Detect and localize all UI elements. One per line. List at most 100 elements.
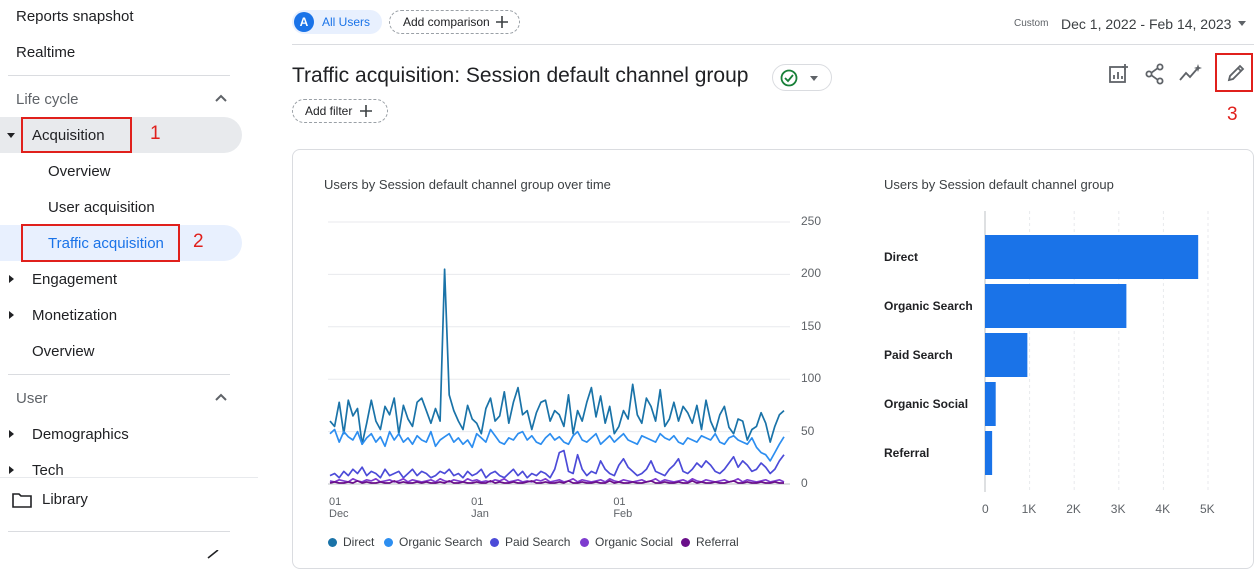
share-icon[interactable]	[1144, 63, 1166, 85]
sidebar: Reports snapshot Realtime Life cycle Acq…	[0, 0, 258, 559]
x-tick-day: 01	[613, 496, 626, 508]
legend-item[interactable]: Organic Social	[580, 535, 673, 549]
annotation-box-3	[1215, 53, 1253, 92]
series-line-paid-search	[329, 449, 785, 479]
caret-down-icon	[7, 133, 15, 138]
bar-referral	[985, 431, 993, 475]
y-tick-label: 200	[801, 266, 822, 281]
nav-monetization[interactable]: Monetization	[32, 306, 118, 324]
legend-item[interactable]: Direct	[328, 535, 374, 549]
charts-card	[292, 149, 1254, 569]
plus-icon	[495, 16, 508, 28]
plus-icon	[360, 105, 373, 117]
legend-swatch	[580, 537, 589, 547]
chevron-down-icon	[810, 76, 818, 81]
legend-item[interactable]: Paid Search	[490, 535, 570, 549]
bar-x-tick-label: 1K	[1021, 502, 1037, 516]
folder-icon	[12, 493, 32, 508]
bar-category-label: Organic Social	[884, 397, 969, 411]
x-tick-month: Feb	[613, 508, 633, 520]
series-line-organic-search	[329, 428, 785, 462]
section-lifecycle-header[interactable]: Life cycle	[16, 90, 79, 108]
segment-chip[interactable]: A All Users	[292, 10, 382, 34]
legend-swatch	[681, 537, 690, 547]
bar-x-tick-label: 3K	[1110, 502, 1126, 516]
traffic-acquisition-highlight	[0, 225, 242, 261]
nav-retention-overview[interactable]: Overview	[32, 342, 95, 360]
nav-tech[interactable]: Tech	[32, 461, 64, 477]
caret-right-icon	[9, 466, 14, 474]
legend-label: Direct	[343, 535, 375, 549]
bar-x-tick-label: 2K	[1066, 502, 1081, 516]
nav-tech-clip: Tech	[0, 452, 258, 476]
series-line-organic-social	[329, 477, 785, 483]
sidebar-divider	[0, 477, 258, 478]
nav-overview[interactable]: Overview	[48, 162, 111, 180]
x-tick-day: 01	[329, 496, 342, 508]
sidebar-divider	[8, 374, 230, 375]
title-status-chip[interactable]	[772, 64, 832, 91]
nav-acquisition[interactable]: Acquisition	[32, 126, 105, 144]
caret-right-icon	[9, 430, 14, 438]
legend-swatch	[384, 537, 393, 547]
nav-traffic-acquisition[interactable]: Traffic acquisition	[48, 234, 164, 252]
chevron-up-icon[interactable]	[214, 93, 228, 103]
x-tick-month: Jan	[471, 508, 489, 520]
customize-report-icon[interactable]	[1108, 63, 1130, 85]
legend-item[interactable]: Organic Search	[384, 535, 482, 549]
nav-engagement[interactable]: Engagement	[32, 270, 118, 288]
legend-swatch	[490, 537, 499, 547]
legend-label: Organic Search	[399, 535, 483, 549]
caret-right-icon	[9, 311, 14, 319]
nav-user-acquisition[interactable]: User acquisition	[48, 198, 155, 216]
bar-category-label: Paid Search	[884, 348, 953, 362]
annotation-number-2: 2	[193, 231, 204, 252]
y-tick-label: 0	[801, 476, 808, 490]
caret-right-icon	[9, 275, 14, 283]
nav-reports-snapshot[interactable]: Reports snapshot	[16, 7, 134, 25]
nav-demographics[interactable]: Demographics	[32, 425, 129, 443]
y-tick-label: 100	[801, 371, 822, 386]
segment-label: All Users	[322, 15, 371, 29]
series-line-referral	[329, 480, 784, 484]
legend-label: Paid Search	[505, 535, 571, 549]
bar-category-label: Referral	[884, 446, 930, 460]
add-filter-label: Add filter	[305, 104, 353, 118]
segment-avatar: A	[294, 12, 314, 32]
bar-x-tick-label: 0	[982, 502, 989, 516]
bar-category-label: Direct	[884, 250, 919, 264]
sidebar-divider	[8, 531, 230, 532]
bar-paid-search	[985, 333, 1028, 377]
page-title: Traffic acquisition: Session default cha…	[292, 64, 749, 87]
add-comparison-button[interactable]: Add comparison	[389, 10, 520, 34]
nav-library[interactable]: Library	[42, 490, 88, 508]
series-line-direct	[329, 268, 785, 446]
y-tick-label: 50	[801, 423, 815, 438]
add-filter-button[interactable]: Add filter	[292, 99, 388, 123]
legend-label: Organic Social	[595, 535, 674, 549]
y-tick-label: 250	[801, 214, 822, 228]
chevron-up-icon[interactable]	[214, 392, 228, 402]
date-dropdown-icon[interactable]	[1238, 21, 1246, 26]
section-user-header[interactable]: User	[16, 389, 48, 407]
annotation-box-2	[21, 224, 180, 262]
bar-chart-title: Users by Session default channel group	[884, 177, 1114, 192]
legend-swatch	[328, 537, 337, 547]
annotation-number-1: 1	[150, 123, 161, 144]
bar-x-tick-label: 4K	[1155, 502, 1171, 516]
date-range-label: Custom	[1014, 18, 1049, 29]
collapse-icon[interactable]	[206, 550, 220, 559]
insights-icon[interactable]	[1178, 63, 1204, 85]
legend-item[interactable]: Referral	[681, 535, 739, 549]
nav-realtime[interactable]: Realtime	[16, 43, 76, 61]
check-circle-icon	[780, 69, 798, 87]
header-divider	[292, 44, 1254, 45]
edit-pencil-icon[interactable]	[1226, 63, 1246, 83]
y-tick-label: 150	[801, 318, 822, 333]
line-chart-title: Users by Session default channel group o…	[324, 177, 611, 192]
date-range-value[interactable]: Dec 1, 2022 - Feb 14, 2023	[1061, 16, 1232, 32]
annotation-number-3: 3	[1227, 104, 1238, 125]
bar-x-tick-label: 5K	[1200, 502, 1215, 516]
